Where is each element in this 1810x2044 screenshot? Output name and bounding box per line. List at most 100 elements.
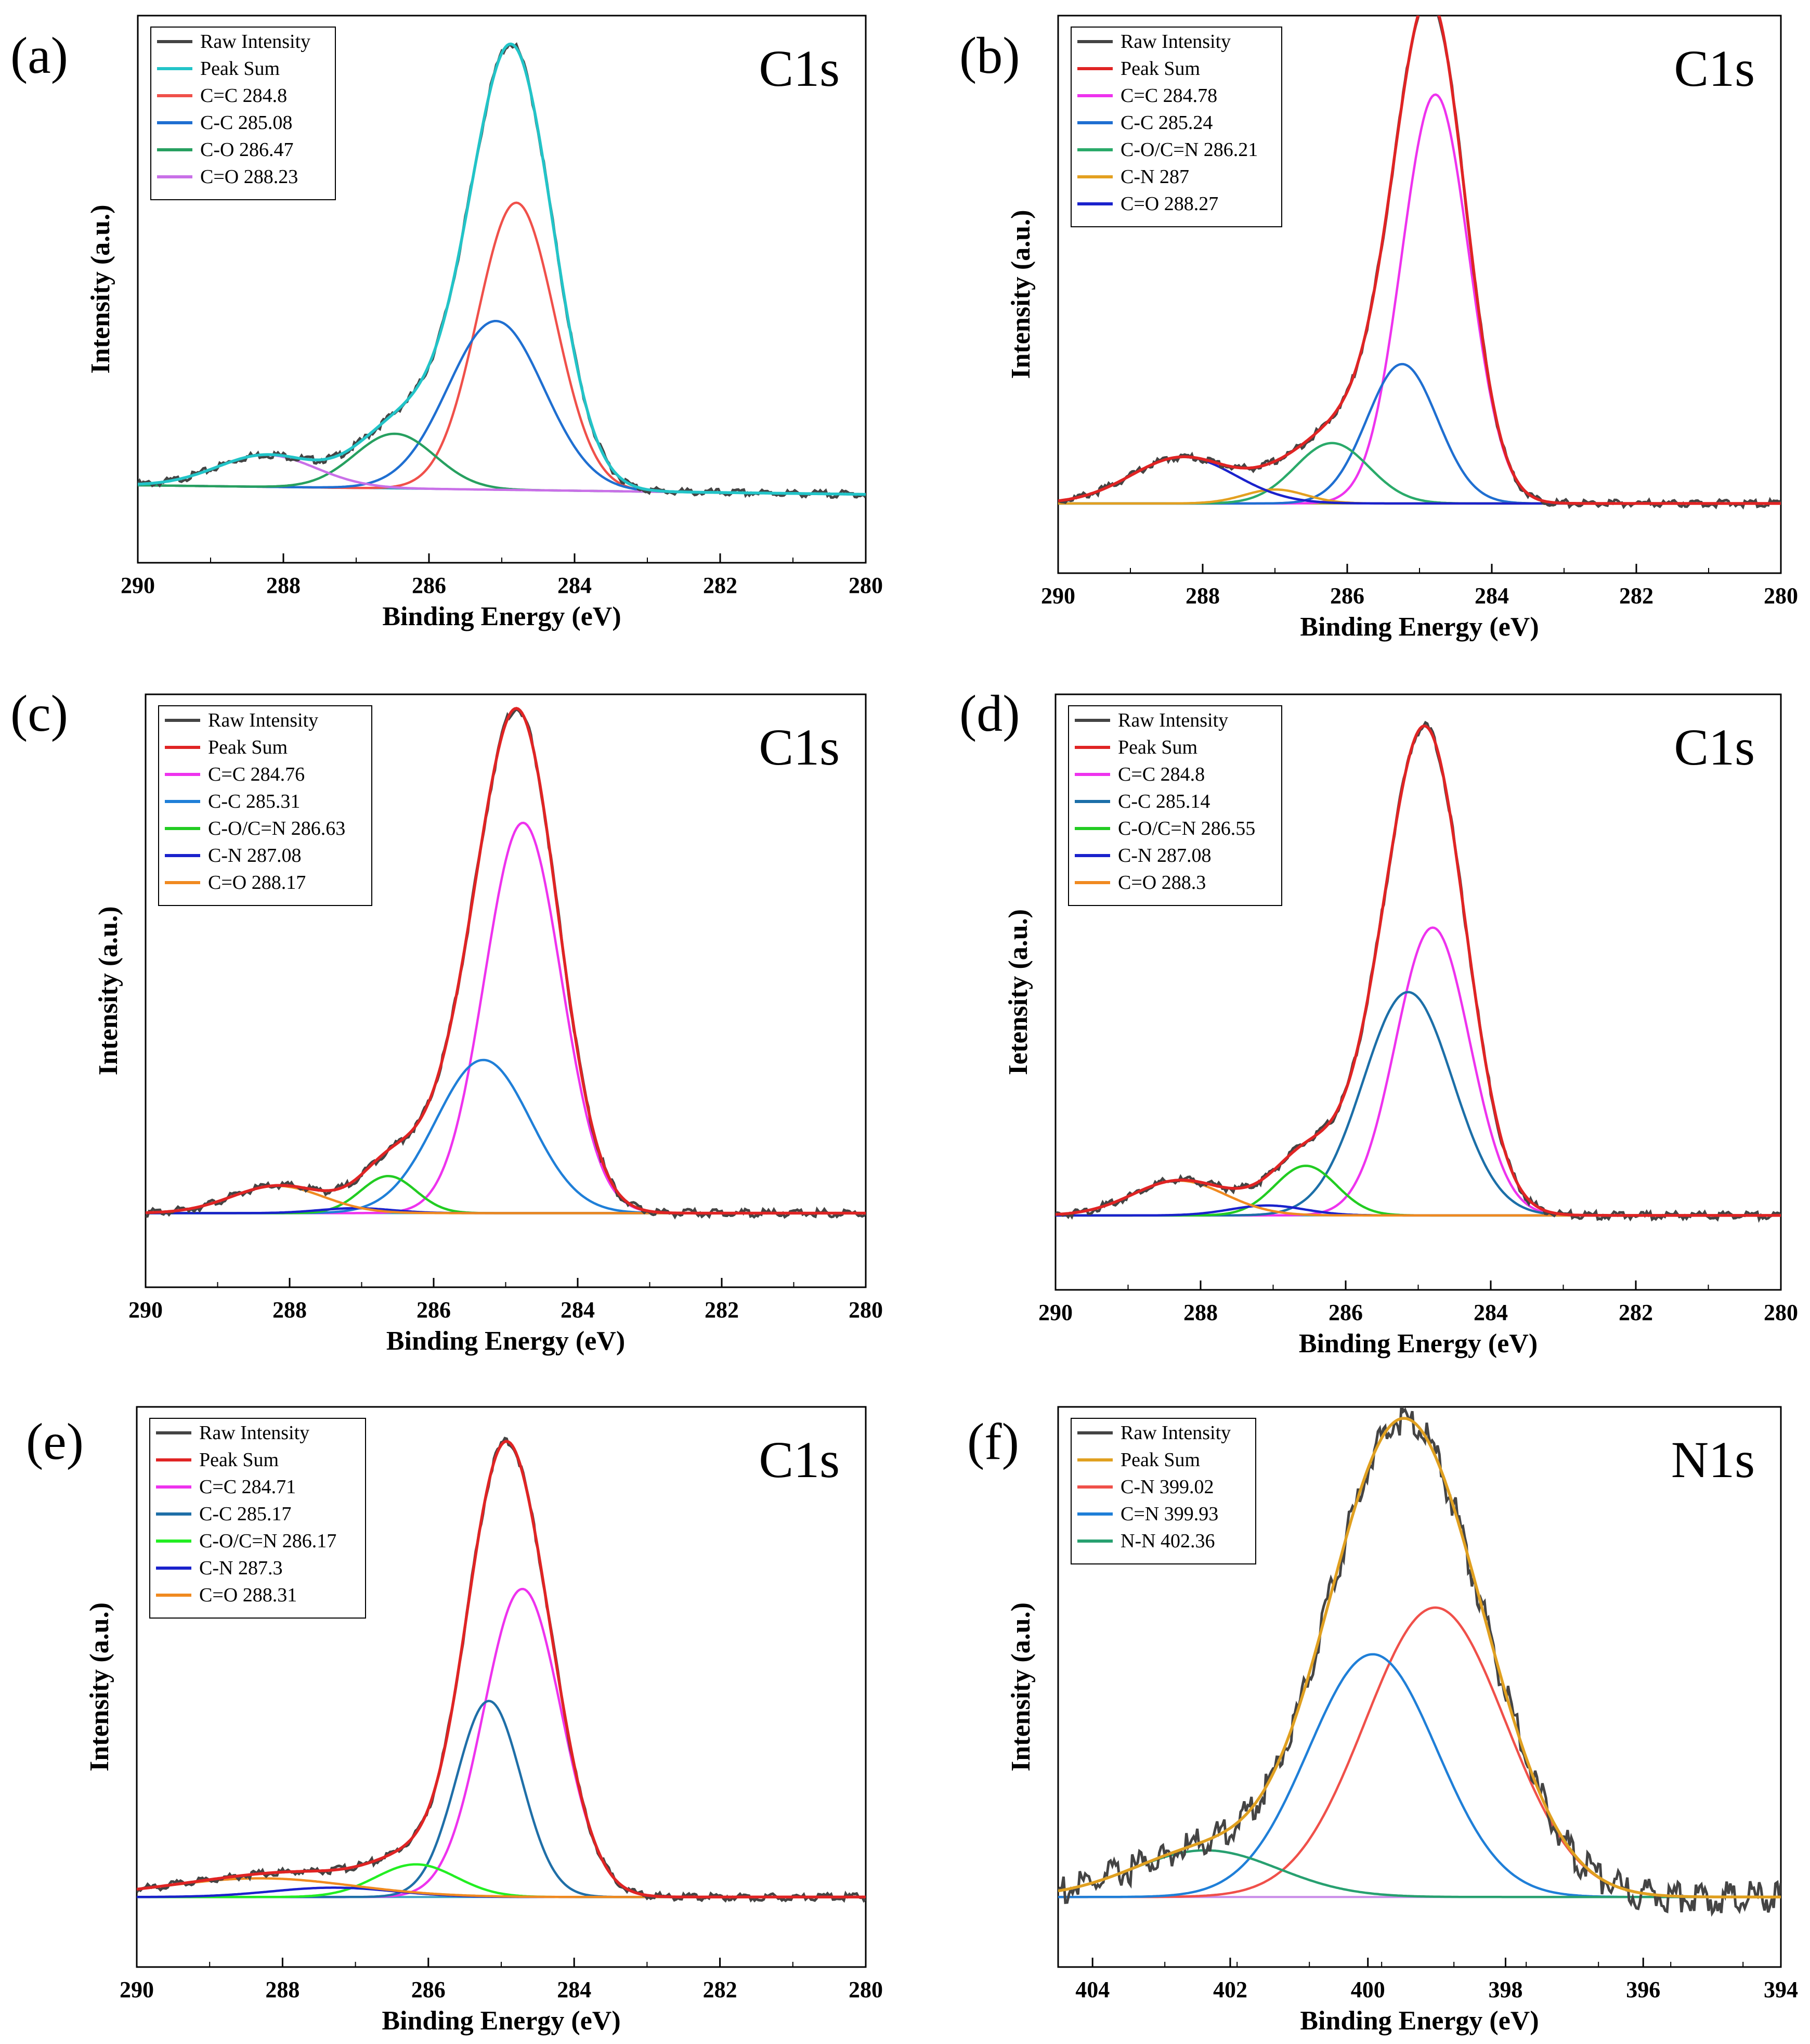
series-peak-sum (1058, 1417, 1781, 1899)
legend-entry: C=O 288.31 (199, 1584, 297, 1606)
series-c-o-c-n-286-21 (1058, 442, 1781, 505)
series-c-n-399-93 (1058, 1653, 1781, 1898)
legend-entry: C-O/C=N 286.17 (199, 1530, 336, 1552)
chart-title: C1s (759, 1431, 840, 1489)
legend: Raw Intensity Peak Sum C=C 284.8 C-C 285.14… (1068, 705, 1282, 906)
x-tick-label: 404 (1075, 1977, 1110, 2002)
legend: Raw Intensity Peak Sum C=C 284.71 C-C 285.1… (149, 1418, 366, 1619)
chart-title: C1s (759, 718, 840, 776)
legend-entry: C=O 288.3 (1118, 872, 1206, 894)
series-c-c-284-71 (137, 1587, 866, 1898)
legend: Raw Intensity Peak Sum C=C 284.78 C-C 285.2… (1071, 27, 1282, 227)
x-tick-label: 290 (120, 1977, 154, 2002)
series-c-c-285-24 (1058, 363, 1781, 505)
plot-frame (1057, 1406, 1782, 1968)
legend-entry: C=C 284.76 (208, 764, 305, 785)
x-tick-label: 282 (703, 1977, 737, 2002)
legend-entry: C=O 288.27 (1121, 193, 1218, 215)
x-tick-label: 280 (1764, 1300, 1798, 1325)
x-tick-label: 288 (1186, 583, 1220, 609)
x-tick-label: 288 (1183, 1300, 1218, 1325)
y-axis-label: Intensity (a.u.) (1006, 210, 1036, 379)
legend-entry: Raw Intensity (208, 709, 318, 731)
series-c-o-c-n-286-63 (146, 1175, 866, 1214)
legend-entry: Raw Intensity (199, 1422, 309, 1444)
curves (138, 42, 866, 499)
x-tick-label: 280 (1764, 583, 1798, 609)
legend-entry: C-C 285.08 (200, 112, 292, 134)
curves (1058, 1407, 1781, 1917)
legend-entry: Peak Sum (208, 736, 288, 758)
series-peak-sum (1056, 725, 1781, 1217)
series-c-c-285-17 (137, 1700, 866, 1898)
panel-label: (b) (959, 27, 1020, 84)
x-tick-label: 288 (265, 1977, 300, 2002)
x-tick-label: 394 (1764, 1977, 1798, 2002)
legend-box (150, 27, 336, 200)
legend-entry: Peak Sum (200, 58, 280, 80)
legend-entry: C-N 287 (1121, 166, 1189, 188)
legend-entry: Peak Sum (1121, 1449, 1200, 1471)
legend-entry: C-C 285.31 (208, 791, 300, 812)
x-tick-label: 284 (1474, 1300, 1508, 1325)
legend-box (149, 1418, 366, 1619)
series-peak-sum (1058, 16, 1781, 505)
x-tick-label: 402 (1213, 1977, 1247, 2002)
legend-entry: C=O 288.23 (200, 166, 298, 188)
x-tick-label: 286 (412, 573, 446, 598)
legend-entry: Raw Intensity (1121, 1422, 1231, 1444)
panel-label: (c) (10, 684, 68, 742)
x-tick-label: 286 (416, 1297, 451, 1323)
chart-panel-a: 290 288 286 284 282 280 Binding Energy (eV) Int… (10, 15, 883, 631)
x-tick-label: 290 (128, 1297, 163, 1323)
series-c-o-288-3 (1056, 1179, 1781, 1217)
chart-title: C1s (1674, 718, 1755, 776)
legend-entry: C=C 284.8 (1118, 764, 1205, 785)
legend-box (1068, 705, 1282, 906)
legend: Raw Intensity Peak Sum C=C 284.8 C-C 285.08… (150, 27, 336, 200)
legend: Raw Intensity Peak Sum C=C 284.76 C-C 285.3… (158, 705, 372, 906)
legend-entry: C=C 284.71 (199, 1476, 296, 1498)
series-raw-intensity (137, 1437, 866, 1903)
x-tick-label: 286 (411, 1977, 446, 2002)
x-tick-label: 280 (849, 1297, 883, 1323)
curves (146, 707, 866, 1220)
series-c-o-286-47 (138, 432, 866, 496)
x-tick-label: 286 (1330, 583, 1364, 609)
legend-box (1071, 27, 1282, 227)
y-axis-label: Intensity (a.u.) (86, 204, 115, 373)
legend: Raw Intensity Peak Sum C-N 399.02 C=N 399.9… (1071, 1418, 1256, 1564)
legend-entry: C-O/C=N 286.21 (1121, 139, 1258, 161)
legend-entry: C-C 285.14 (1118, 791, 1210, 812)
x-tick-label: 282 (1619, 583, 1653, 609)
y-axis-label: Ietensity (a.u.) (1004, 909, 1033, 1075)
legend-entry: C=C 284.78 (1121, 85, 1217, 107)
legend-entry: C-C 285.24 (1121, 112, 1213, 134)
x-tick-label: 290 (121, 573, 155, 598)
x-tick-label: 280 (849, 1977, 883, 2002)
chart-panel-b: 290 288 286 284 282 280 Binding Energy (eV) Int… (959, 15, 1798, 642)
legend-box (158, 705, 372, 906)
x-axis-label: Binding Energy (eV) (1299, 1329, 1538, 1359)
panel-label: (e) (26, 1413, 84, 1470)
x-tick-label: 286 (1329, 1300, 1363, 1325)
series-c-c-285-08 (138, 319, 866, 496)
legend-entry: Peak Sum (1118, 736, 1197, 758)
legend-entry: C-N 399.02 (1121, 1476, 1214, 1498)
x-tick-label: 284 (557, 573, 592, 598)
x-tick-label: 280 (849, 573, 883, 598)
x-axis-label: Binding Energy (eV) (382, 2006, 620, 2036)
legend-entry: C-O 286.47 (200, 139, 293, 161)
x-tick-label: 284 (1475, 583, 1509, 609)
series-c-c-284-8 (138, 201, 866, 496)
x-axis-label: Binding Energy (eV) (1300, 2006, 1539, 2036)
y-axis-label: Intensity (a.u.) (94, 906, 123, 1075)
legend-entry: Peak Sum (199, 1449, 279, 1471)
chart-title: C1s (1674, 40, 1755, 97)
legend-entry: C=O 288.17 (208, 872, 306, 894)
legend-entry: C-C 285.17 (199, 1503, 291, 1525)
x-tick-label: 288 (272, 1297, 307, 1323)
x-axis-label: Binding Energy (eV) (1300, 612, 1539, 642)
series-peak-sum (137, 1440, 866, 1899)
